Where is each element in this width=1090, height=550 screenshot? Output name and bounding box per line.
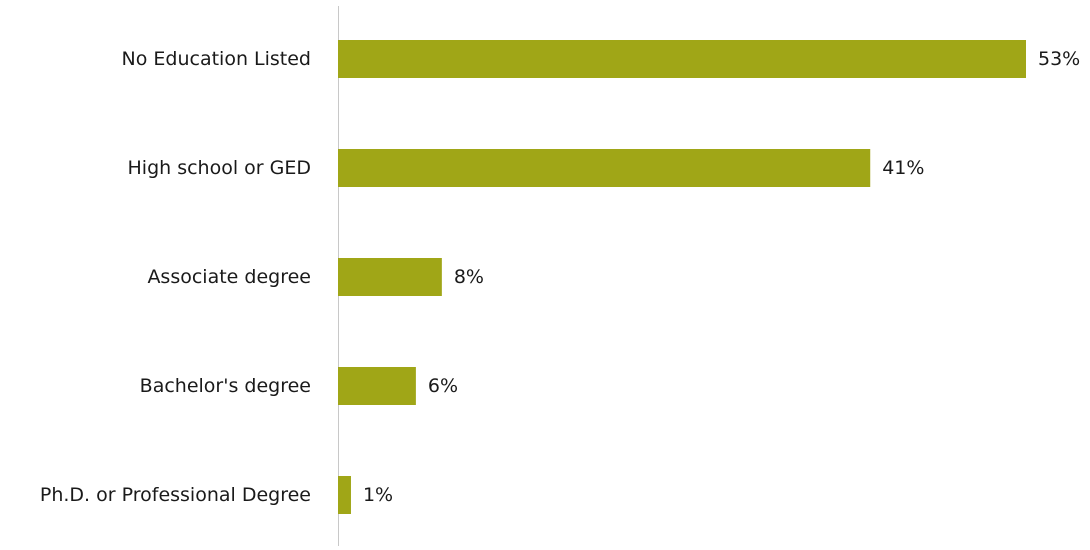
value-label-ph-d-or-professional-degree: 1%: [363, 484, 393, 506]
bar-high-school-or-ged: [338, 149, 871, 187]
category-label-high-school-or-ged: High school or GED: [128, 157, 312, 179]
bar-ph-d-or-professional-degree: [338, 476, 351, 514]
category-label-associate-degree: Associate degree: [147, 266, 311, 288]
category-label-no-education-listed: No Education Listed: [122, 48, 311, 70]
value-label-bachelor-s-degree: 6%: [428, 375, 458, 397]
value-label-associate-degree: 8%: [454, 266, 484, 288]
bar-no-education-listed: [338, 40, 1026, 78]
bar-associate-degree: [338, 258, 442, 296]
value-label-no-education-listed: 53%: [1038, 48, 1080, 70]
value-label-high-school-or-ged: 41%: [882, 157, 924, 179]
labels-layer: No Education Listed 53% High school or GED…: [40, 48, 1080, 506]
category-label-bachelor-s-degree: Bachelor's degree: [140, 375, 311, 397]
bar-bachelor-s-degree: [338, 367, 416, 405]
category-label-ph-d-or-professional-degree: Ph.D. or Professional Degree: [40, 484, 311, 506]
bars-layer: [338, 40, 1026, 514]
